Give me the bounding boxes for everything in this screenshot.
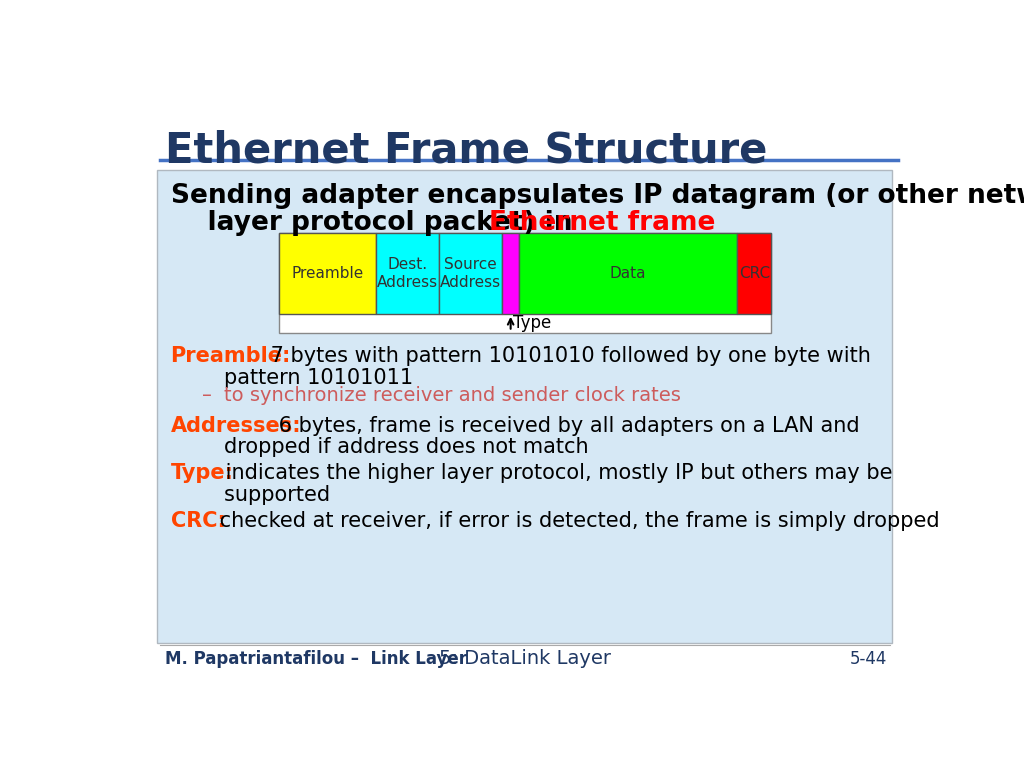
Text: layer protocol packet) in: layer protocol packet) in [171, 210, 582, 236]
Bar [519, 233, 737, 314]
Text: checked at receiver, if error is detected, the frame is simply dropped: checked at receiver, if error is detecte… [213, 511, 940, 531]
Text: 5-44: 5-44 [850, 650, 888, 668]
Text: Addresses:: Addresses: [171, 415, 301, 435]
Text: Ethernet Frame Structure: Ethernet Frame Structure [165, 129, 768, 171]
Text: Data: Data [610, 266, 646, 281]
Text: Type:: Type: [171, 463, 233, 483]
Text: supported: supported [171, 485, 330, 505]
Bar [737, 233, 771, 314]
Text: 7 bytes with pattern 10101010 followed by one byte with: 7 bytes with pattern 10101010 followed b… [264, 346, 870, 366]
Text: 5: DataLink Layer: 5: DataLink Layer [439, 650, 610, 668]
Bar [376, 233, 439, 314]
Text: Preamble: Preamble [292, 266, 364, 281]
Text: CRC:: CRC: [171, 511, 225, 531]
Text: Sending adapter encapsulates IP datagram (or other network: Sending adapter encapsulates IP datagram… [171, 183, 1024, 209]
Text: to synchronize receiver and sender clock rates: to synchronize receiver and sender clock… [224, 386, 681, 406]
Text: Ethernet frame: Ethernet frame [488, 210, 715, 236]
Text: Preamble:: Preamble: [171, 346, 291, 366]
Text: indicates the higher layer protocol, mostly IP but others may be: indicates the higher layer protocol, mos… [219, 463, 893, 483]
Text: layer protocol packet) in: layer protocol packet) in [171, 210, 582, 236]
Text: –: – [202, 386, 230, 406]
Text: Dest.
Address: Dest. Address [377, 257, 438, 290]
Text: dropped if address does not match: dropped if address does not match [171, 437, 588, 457]
FancyBboxPatch shape [158, 170, 892, 644]
Text: CRC: CRC [738, 266, 770, 281]
Text: pattern 10101011: pattern 10101011 [171, 368, 413, 388]
FancyBboxPatch shape [280, 233, 771, 333]
Bar [280, 233, 376, 314]
Text: 6 bytes, frame is received by all adapters on a LAN and: 6 bytes, frame is received by all adapte… [271, 415, 859, 435]
Bar [439, 233, 502, 314]
Bar [502, 233, 519, 314]
Text: Source
Address: Source Address [440, 257, 501, 290]
Text: Type: Type [513, 313, 551, 332]
Text: M. Papatriantafilou –  Link Layer: M. Papatriantafilou – Link Layer [165, 650, 467, 668]
